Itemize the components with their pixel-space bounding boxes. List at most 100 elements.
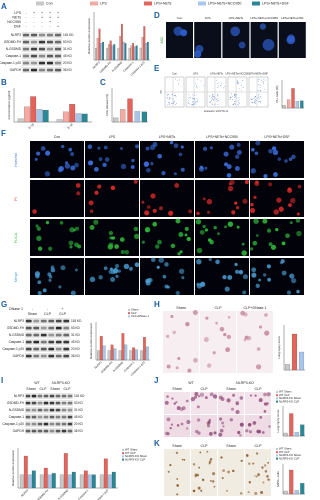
cell	[230, 26, 241, 37]
cell	[176, 478, 179, 480]
label: NLRP3	[14, 319, 25, 323]
cell	[48, 278, 52, 282]
cell	[206, 198, 213, 205]
cell	[176, 406, 181, 411]
cell	[156, 265, 160, 269]
event	[169, 104, 171, 105]
cell	[192, 309, 198, 316]
event	[255, 103, 256, 104]
cell	[69, 245, 73, 249]
cell	[231, 210, 236, 215]
event	[194, 100, 196, 102]
blot-band	[48, 333, 55, 337]
event	[235, 103, 237, 105]
category-label: IL-1β	[27, 122, 35, 130]
bar	[43, 467, 48, 489]
cell	[131, 158, 135, 163]
event	[237, 103, 238, 105]
cell	[164, 262, 169, 267]
legend-label: WT CLP	[125, 451, 136, 455]
cell	[89, 209, 94, 213]
cell	[234, 165, 240, 171]
cell	[245, 429, 249, 433]
bar	[283, 432, 288, 437]
cell	[259, 416, 263, 419]
event	[259, 98, 261, 99]
cell	[198, 395, 201, 398]
cell	[262, 218, 268, 224]
cell	[235, 205, 240, 210]
event	[234, 93, 235, 95]
bar	[109, 40, 112, 61]
bar	[108, 44, 110, 61]
bar	[24, 106, 30, 123]
blot-band	[37, 415, 43, 419]
label: +	[57, 24, 59, 28]
cell	[104, 157, 110, 162]
event	[262, 81, 264, 83]
cell	[232, 469, 235, 473]
event	[254, 101, 255, 103]
micrograph	[195, 219, 249, 256]
cell	[248, 481, 252, 484]
cell	[34, 271, 41, 277]
blot-band	[55, 326, 62, 330]
event	[263, 83, 265, 85]
label: GAPDH	[13, 429, 25, 433]
event	[217, 104, 219, 105]
blot-band	[49, 394, 55, 398]
label: 53 KD	[74, 401, 84, 405]
event	[188, 103, 190, 105]
cell	[213, 225, 217, 230]
blot-band	[49, 415, 55, 419]
event	[216, 101, 218, 103]
cell	[157, 153, 162, 159]
cell	[255, 234, 259, 237]
blot-band	[55, 422, 61, 426]
bar	[111, 471, 116, 489]
bar	[135, 349, 138, 361]
legend-label: NLRP3-KO Sham	[125, 454, 148, 458]
event	[258, 84, 260, 85]
event	[211, 97, 213, 99]
event	[263, 81, 264, 83]
blot-band	[38, 47, 46, 51]
label: Hoechst	[14, 153, 18, 166]
bar	[102, 41, 104, 61]
blot-band	[63, 319, 70, 323]
event	[177, 83, 179, 85]
legend-swatch	[276, 394, 278, 397]
blot-band	[38, 54, 46, 58]
cell	[209, 432, 213, 436]
cell	[70, 152, 75, 157]
cell	[60, 265, 66, 271]
event	[212, 104, 214, 105]
legend-label: WT Sham	[279, 390, 292, 394]
blot-band	[67, 429, 73, 433]
cell	[268, 425, 271, 428]
event	[194, 95, 195, 97]
blot-band	[33, 340, 40, 344]
cell	[224, 162, 229, 167]
blot-band	[31, 429, 37, 433]
cell	[193, 50, 202, 58]
cell	[267, 277, 271, 282]
label: Caspase-1	[6, 54, 22, 58]
cell	[157, 239, 162, 245]
cell	[45, 220, 50, 225]
cell	[241, 242, 245, 246]
event	[261, 79, 262, 81]
blot-band	[25, 354, 32, 358]
bar	[110, 344, 114, 361]
category-label: GSDMD-FH	[99, 60, 112, 73]
event	[230, 97, 232, 98]
event	[254, 101, 256, 103]
cell	[263, 410, 267, 413]
event	[209, 95, 211, 97]
event	[168, 96, 170, 98]
cell	[267, 478, 270, 481]
cell	[254, 151, 259, 156]
blot-band	[48, 326, 55, 330]
y-axis-label: MPO+ cells	[276, 471, 280, 487]
label: +	[41, 15, 43, 19]
